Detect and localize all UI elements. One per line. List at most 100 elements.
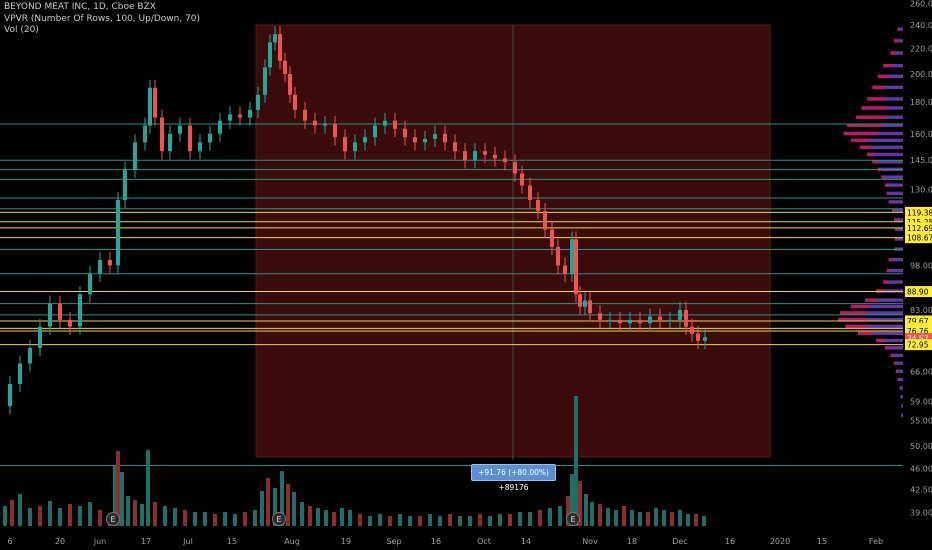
volume-bar: [113, 466, 117, 526]
volume-bar: [233, 514, 237, 526]
volume-profile-row-down: [883, 63, 893, 68]
candle-body: [98, 259, 102, 274]
earnings-marker-label: E: [570, 515, 575, 524]
volume-profile-row: [894, 227, 903, 231]
volume-bar: [300, 502, 304, 526]
candle-body: [528, 185, 532, 201]
volume-profile-row-down: [872, 160, 878, 164]
volume-bar: [133, 500, 137, 526]
candle-body: [493, 154, 497, 159]
candle-body: [423, 138, 427, 143]
candle-body: [323, 123, 327, 126]
candle-body: [153, 87, 157, 118]
y-tick-label: 220.00: [910, 44, 932, 53]
price-tag-label: 119.38: [907, 208, 932, 217]
candle-body: [228, 114, 232, 121]
y-tick-label: 55.00: [910, 416, 932, 425]
x-tick-label: 19: [341, 537, 351, 546]
legend-vpvr[interactable]: VPVR (Number Of Rows, 100, Up/Down, 70): [4, 13, 201, 24]
volume-profile-row-down: [894, 227, 896, 231]
volume-bar: [566, 496, 570, 526]
volume-bar: [638, 512, 642, 526]
volume-bar: [58, 508, 62, 526]
volume-profile-row-down: [838, 317, 866, 322]
volume-bar: [223, 512, 227, 526]
volume-profile-row: [888, 257, 903, 262]
volume-profile-row: [872, 85, 903, 90]
legend-symbol[interactable]: BEYOND MEAT INC, 1D, Cboe BZX: [4, 2, 156, 12]
volume-profile-row-down: [876, 289, 884, 293]
x-tick-label: Aug: [284, 537, 300, 546]
x-tick-label: Jul: [182, 537, 193, 546]
x-tick-label: 15: [817, 537, 827, 546]
y-tick-label: 46.00: [910, 464, 932, 473]
volume-bar: [478, 514, 482, 526]
volume-profile-row: [890, 353, 903, 358]
x-tick-label: Feb: [869, 537, 883, 546]
candle-body: [313, 120, 317, 126]
candle-body: [148, 87, 152, 126]
volume-profile-row: [872, 160, 903, 164]
volume-bar: [654, 508, 658, 526]
y-tick-label: 83.00: [910, 306, 932, 315]
candle-body: [608, 319, 612, 322]
x-tick-label: Oct: [477, 537, 491, 546]
candle-body: [108, 259, 112, 266]
volume-profile-row: [894, 237, 903, 241]
candle-body: [38, 326, 42, 349]
volume-profile-row: [892, 209, 903, 213]
volume-bar: [646, 512, 650, 526]
volume-profile-row: [845, 324, 903, 329]
volume-bar: [348, 510, 352, 526]
candle-body: [343, 137, 347, 152]
volume-bar: [678, 510, 682, 526]
volume-profile-row: [885, 183, 903, 187]
volume-profile-row: [850, 304, 903, 309]
volume-bar: [448, 514, 452, 526]
x-tick-label: 18: [627, 537, 637, 546]
volume-bar: [153, 502, 157, 526]
volume-profile-row-down: [897, 377, 899, 382]
volume-bar: [10, 500, 14, 526]
volume-bar: [292, 492, 296, 526]
volume-profile-row: [895, 369, 903, 373]
volume-bar: [468, 516, 472, 526]
volume-bar: [88, 502, 92, 526]
legend-volume[interactable]: Vol (20): [4, 25, 39, 35]
volume-profile-row: [901, 404, 903, 408]
candle-body: [278, 34, 282, 61]
volume-bar: [584, 494, 588, 526]
volume-bar: [418, 516, 422, 526]
candle-body: [543, 211, 547, 230]
x-tick-label: 17: [141, 537, 151, 546]
candle-body: [413, 137, 417, 143]
candle-body: [28, 348, 32, 364]
earnings-marker: [106, 512, 120, 526]
volume-bar: [183, 510, 187, 526]
candle-body: [178, 125, 182, 134]
volume-profile-row: [865, 298, 903, 302]
candle-body: [520, 173, 524, 186]
volume-bar: [622, 506, 626, 526]
volume-profile-row-down: [872, 85, 885, 90]
candle-body: [696, 333, 700, 341]
candle-body: [373, 125, 377, 138]
price-tag: [905, 232, 932, 244]
volume-bar: [578, 481, 582, 526]
volume-bar: [78, 506, 82, 526]
volume-bar: [630, 510, 634, 526]
candle-body: [668, 319, 672, 322]
volume-bar: [324, 510, 328, 526]
price-tag-label: 79.67: [907, 317, 929, 326]
candle-body: [303, 109, 307, 121]
volume-bar: [38, 506, 42, 526]
candle-body: [570, 239, 574, 274]
candle-body: [288, 73, 292, 95]
candle-body: [536, 200, 540, 212]
volume-profile-row: [886, 268, 903, 273]
x-tick-label: Jun: [93, 537, 107, 546]
candle-body: [263, 67, 267, 95]
volume-profile-row: [900, 395, 903, 399]
volume-profile-row-down: [859, 145, 871, 149]
